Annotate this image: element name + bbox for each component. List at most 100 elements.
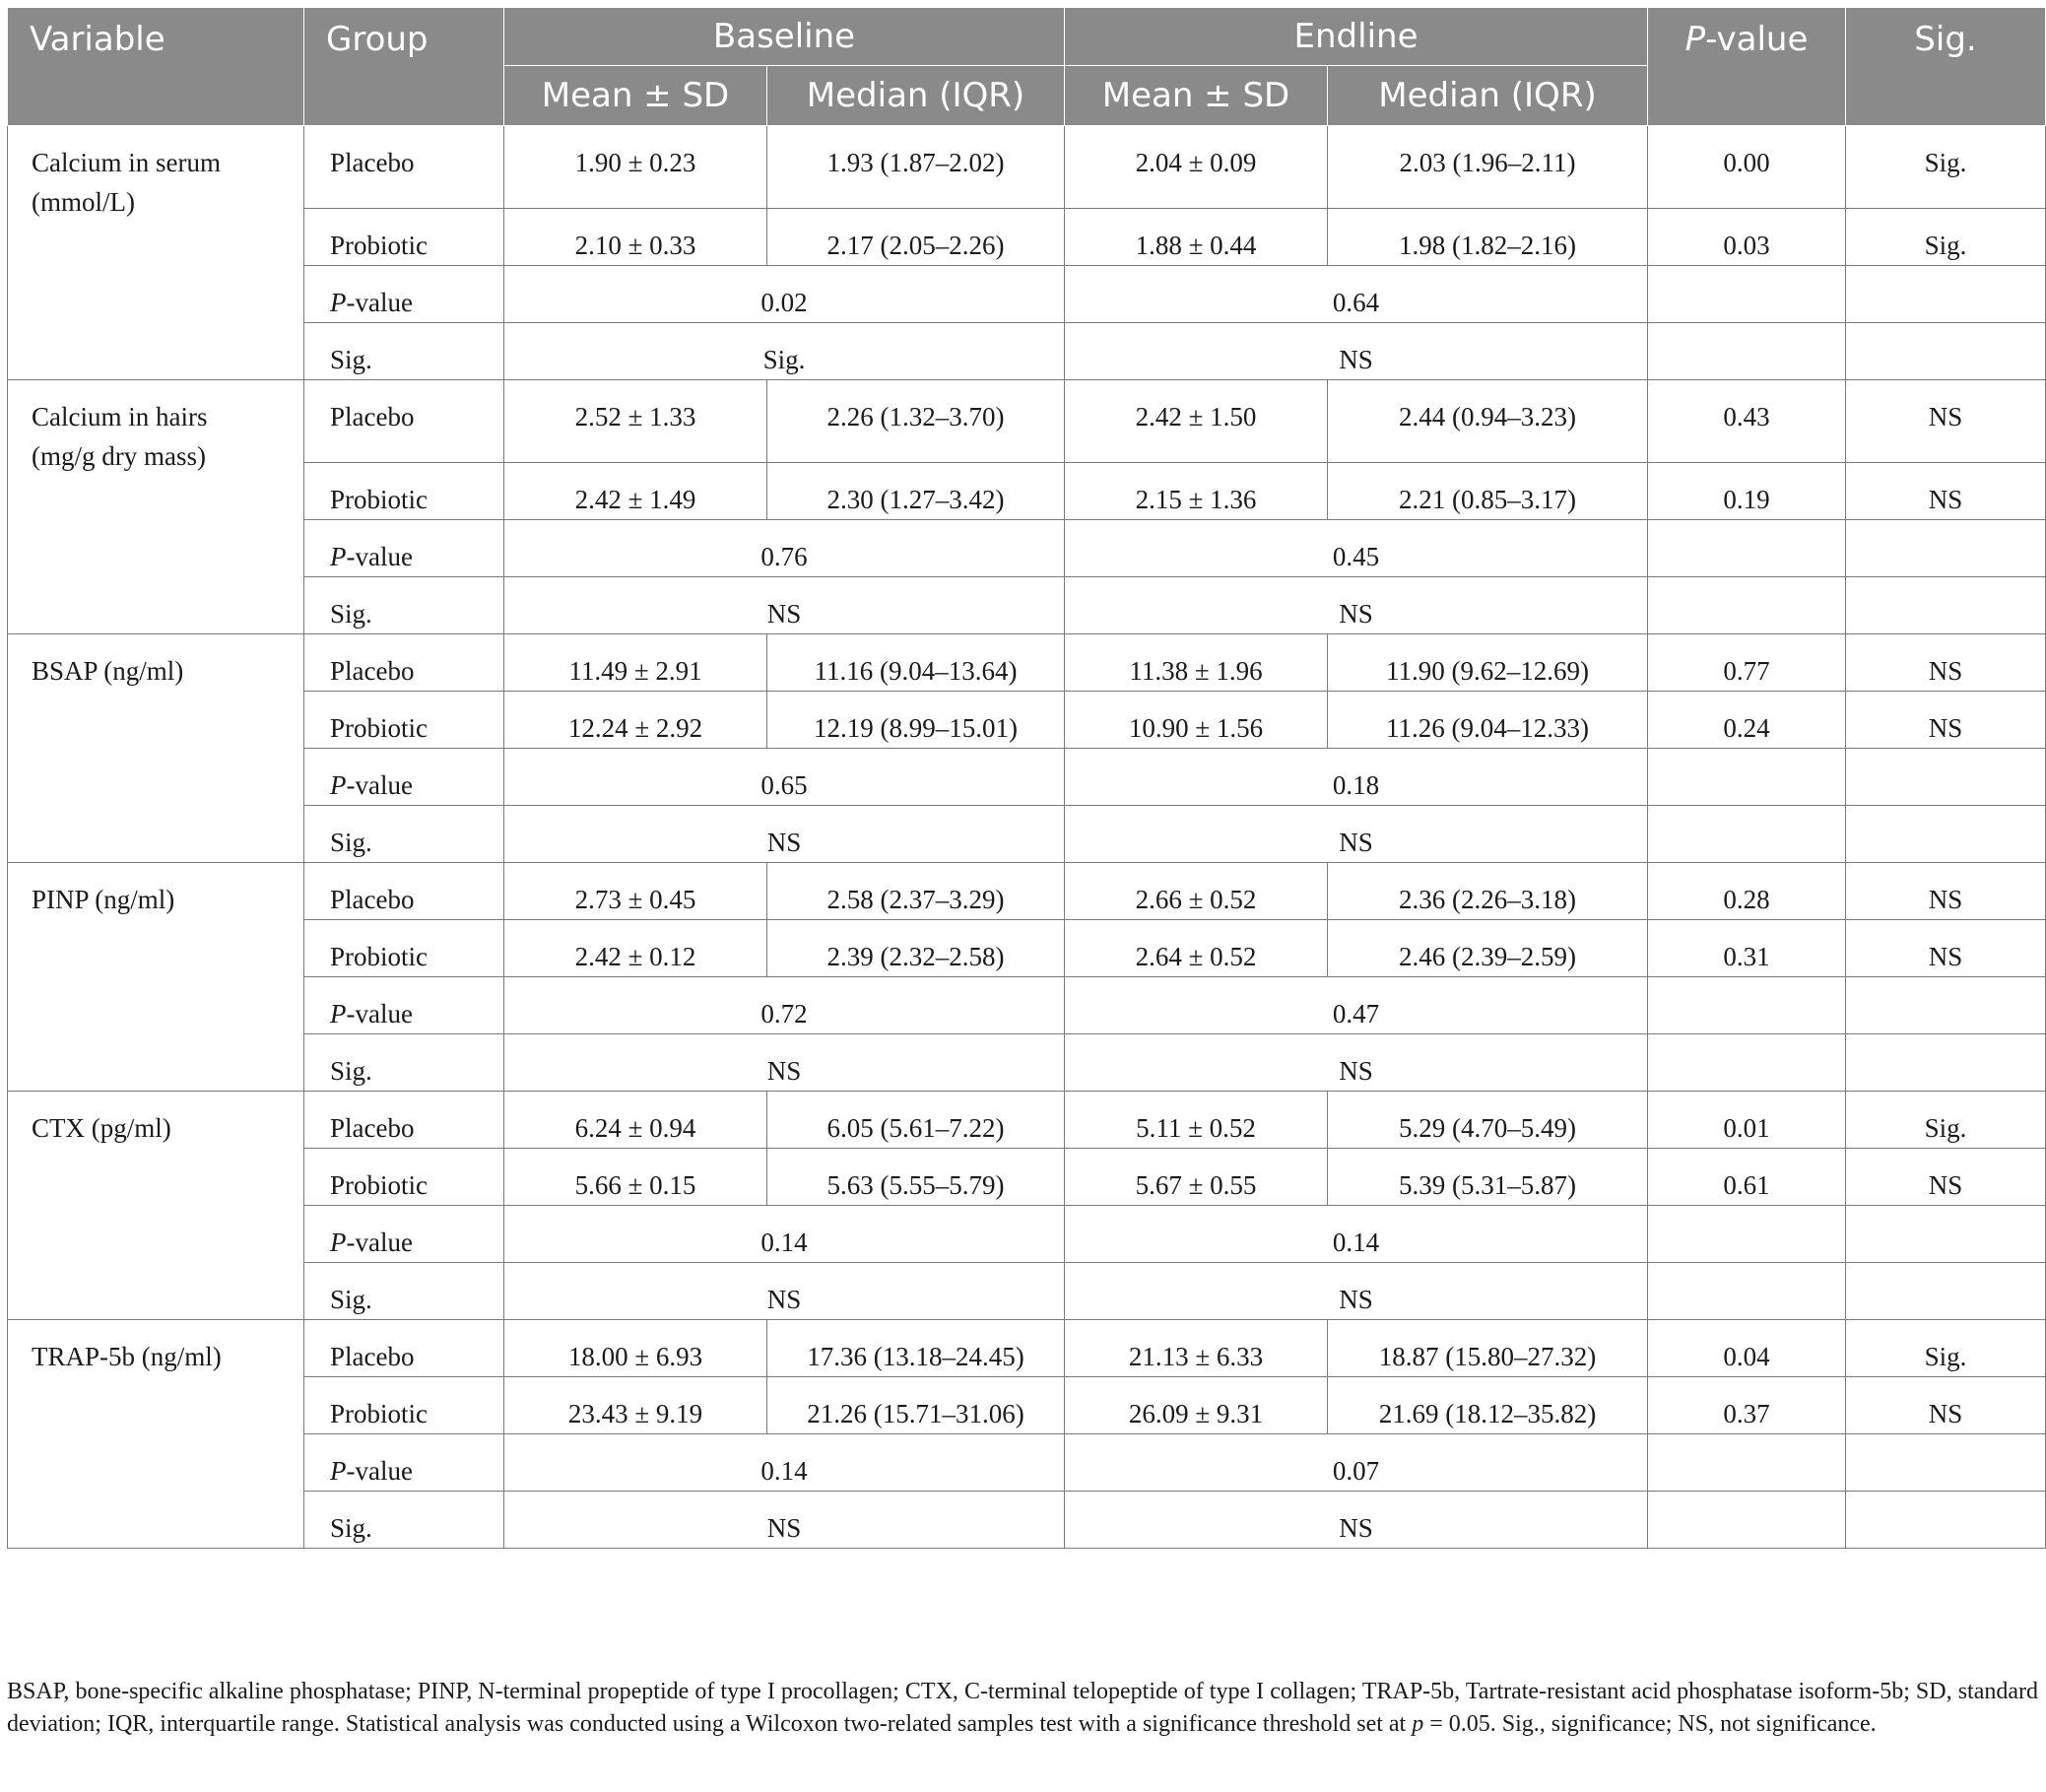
p-value-cell: 0.61 [1647, 1148, 1847, 1206]
baseline-median-iqr-cell: 21.26 (15.71–31.06) [766, 1376, 1065, 1434]
baseline-mean-sd-cell: 5.66 ± 0.15 [503, 1148, 767, 1206]
table-row: Sig. NS NS [8, 805, 2046, 863]
table-row: P-value 0.02 0.64 [8, 265, 2046, 323]
sig-cell: Sig. [1845, 208, 2046, 266]
baseline-mean-sd-cell: 2.52 ± 1.33 [503, 379, 767, 463]
group-cell: Placebo [303, 1091, 504, 1149]
empty-cell [1647, 976, 1847, 1034]
p-rest: -value [346, 288, 413, 317]
group-cell: Placebo [303, 125, 504, 209]
p-italic: P [330, 1228, 347, 1257]
baseline-median-iqr-cell: 1.93 (1.87–2.02) [766, 125, 1065, 209]
between-group-baseline-p-cell: 0.14 [503, 1205, 1065, 1263]
endline-median-iqr-cell: 5.29 (4.70–5.49) [1326, 1091, 1649, 1149]
endline-mean-sd-cell: 21.13 ± 6.33 [1064, 1319, 1328, 1377]
header-p-value: P-value [1647, 7, 1847, 126]
empty-cell [1845, 748, 2046, 806]
table-row: Sig. NS NS [8, 576, 2046, 634]
empty-cell [1647, 1033, 1847, 1092]
empty-cell [1647, 1262, 1847, 1320]
between-group-endline-sig-cell: NS [1063, 322, 1649, 380]
empty-cell [1647, 322, 1847, 380]
p-value-label-cell: P-value [303, 1205, 504, 1263]
table-row: BSAP (ng/ml) Placebo 11.49 ± 2.91 11.16 (9.… [7, 633, 2046, 863]
between-group-endline-sig-cell: NS [1063, 576, 1649, 634]
group-cell: Probiotic [303, 1376, 504, 1434]
empty-cell [1845, 322, 2046, 380]
baseline-median-iqr-cell: 2.30 (1.27–3.42) [766, 462, 1065, 520]
variable-cell: TRAP-5b (ng/ml) [7, 1319, 304, 1549]
p-value-label-cell: P-value [303, 748, 504, 806]
sig-label-cell: Sig. [303, 322, 504, 380]
table-row: Probiotic 23.43 ± 9.19 21.26 (15.71–31.06)… [8, 1376, 2046, 1434]
table-header: Variable Group Baseline Endline P-value … [7, 7, 2046, 126]
baseline-mean-sd-cell: 12.24 ± 2.92 [503, 691, 767, 749]
table-row: Probiotic 2.42 ± 0.12 2.39 (2.32–2.58) 2.64… [8, 919, 2046, 977]
between-group-endline-p-cell: 0.47 [1063, 976, 1649, 1034]
sig-label-cell: Sig. [303, 1491, 504, 1549]
sig-cell: NS [1845, 379, 2046, 463]
variable-cell: CTX (pg/ml) [7, 1091, 304, 1320]
endline-median-iqr-cell: 21.69 (18.12–35.82) [1326, 1376, 1649, 1434]
group-cell: Probiotic [303, 1148, 504, 1206]
between-group-endline-sig-cell: NS [1063, 805, 1649, 863]
p-rest: -value [346, 1228, 413, 1257]
table-row: Probiotic 2.42 ± 1.49 2.30 (1.27–3.42) 2.15… [8, 462, 2046, 520]
baseline-median-iqr-cell: 12.19 (8.99–15.01) [766, 691, 1065, 749]
endline-mean-sd-cell: 11.38 ± 1.96 [1064, 633, 1328, 692]
between-group-baseline-p-cell: 0.14 [503, 1433, 1065, 1492]
group-cell: Probiotic [303, 919, 504, 977]
empty-cell [1647, 265, 1847, 323]
endline-median-iqr-cell: 11.26 (9.04–12.33) [1326, 691, 1649, 749]
between-group-baseline-sig-cell: NS [503, 576, 1065, 634]
endline-mean-sd-cell: 5.11 ± 0.52 [1064, 1091, 1328, 1149]
endline-median-iqr-cell: 2.44 (0.94–3.23) [1326, 379, 1649, 463]
between-group-endline-p-cell: 0.45 [1063, 519, 1649, 577]
between-group-endline-p-cell: 0.64 [1063, 265, 1649, 323]
p-value-label-cell: P-value [303, 976, 504, 1034]
variable-name: Calcium in hairs [32, 402, 208, 431]
p-italic: P [330, 770, 347, 800]
endline-mean-sd-cell: 1.88 ± 0.44 [1064, 208, 1328, 266]
sig-label-cell: Sig. [303, 576, 504, 634]
p-rest: -value [346, 999, 413, 1029]
empty-cell [1647, 1433, 1847, 1492]
between-group-endline-sig-cell: NS [1063, 1262, 1649, 1320]
empty-cell [1647, 748, 1847, 806]
endline-mean-sd-cell: 2.04 ± 0.09 [1064, 125, 1328, 209]
header-variable: Variable [7, 7, 304, 126]
between-group-endline-p-cell: 0.18 [1063, 748, 1649, 806]
p-rest: -value [346, 542, 413, 571]
variable-name: BSAP (ng/ml) [32, 656, 184, 686]
header-baseline-mean-sd: Mean ± SD [503, 65, 767, 126]
p-italic: P [330, 1456, 347, 1486]
table-row: P-value 0.76 0.45 [8, 519, 2046, 577]
endline-mean-sd-cell: 2.66 ± 0.52 [1064, 862, 1328, 920]
between-group-baseline-p-cell: 0.02 [503, 265, 1065, 323]
between-group-endline-p-cell: 0.14 [1063, 1205, 1649, 1263]
empty-cell [1845, 1433, 2046, 1492]
empty-cell [1647, 1491, 1847, 1549]
endline-mean-sd-cell: 5.67 ± 0.55 [1064, 1148, 1328, 1206]
table-row: Sig. NS NS [8, 1491, 2046, 1549]
group-cell: Probiotic [303, 208, 504, 266]
header-p-rest: -value [1705, 20, 1809, 59]
table-row: Sig. NS NS [8, 1033, 2046, 1092]
empty-cell [1647, 1205, 1847, 1263]
sig-label-cell: Sig. [303, 1033, 504, 1092]
header-endline: Endline [1063, 7, 1649, 66]
table-row: Calcium in hairs (mg/g dry mass) Placebo 2.… [7, 379, 2046, 634]
header-baseline-median-iqr: Median (IQR) [766, 65, 1065, 126]
p-value-cell: 0.77 [1647, 633, 1847, 692]
p-value-cell: 0.31 [1647, 919, 1847, 977]
sig-cell: NS [1845, 633, 2046, 692]
header-endline-mean-sd: Mean ± SD [1064, 65, 1328, 126]
baseline-median-iqr-cell: 17.36 (13.18–24.45) [766, 1319, 1065, 1377]
endline-median-iqr-cell: 11.90 (9.62–12.69) [1326, 633, 1649, 692]
between-group-baseline-sig-cell: NS [503, 1033, 1065, 1092]
endline-mean-sd-cell: 2.15 ± 1.36 [1064, 462, 1328, 520]
endline-median-iqr-cell: 2.03 (1.96–2.11) [1326, 125, 1649, 209]
p-value-cell: 0.03 [1647, 208, 1847, 266]
group-cell: Placebo [303, 1319, 504, 1377]
empty-cell [1845, 805, 2046, 863]
